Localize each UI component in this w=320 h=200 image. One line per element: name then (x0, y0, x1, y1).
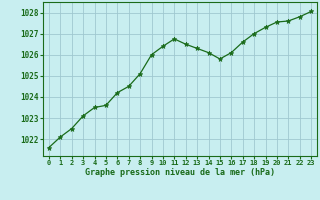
X-axis label: Graphe pression niveau de la mer (hPa): Graphe pression niveau de la mer (hPa) (85, 168, 275, 177)
